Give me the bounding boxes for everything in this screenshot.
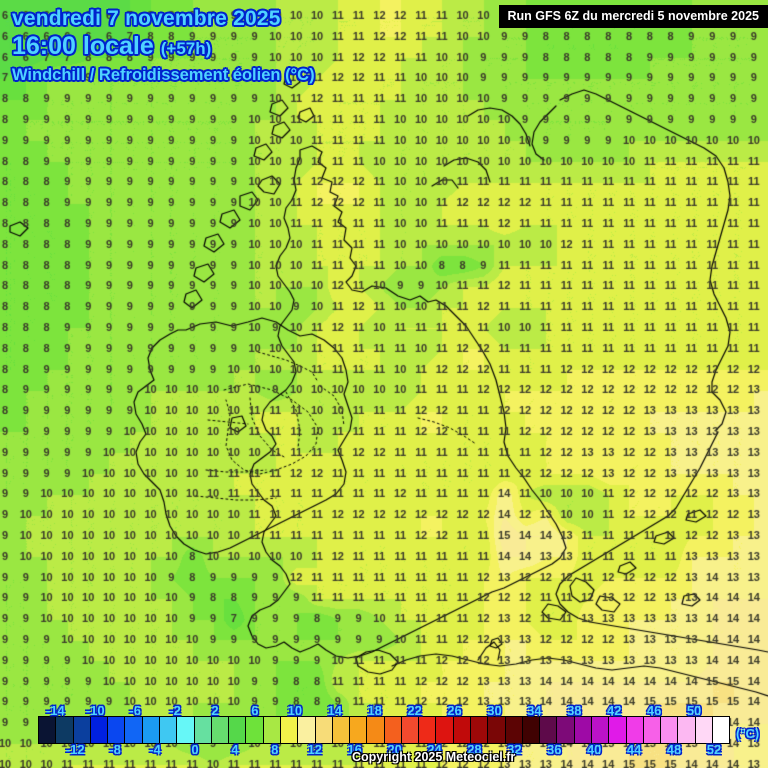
legend-swatch: [263, 717, 281, 743]
legend-swatch: [350, 717, 368, 743]
legend-swatch: [453, 717, 472, 743]
legend-swatch: [73, 717, 91, 743]
legend-swatch: [298, 717, 316, 743]
legend-swatch: [384, 717, 402, 743]
legend-swatch: [211, 717, 230, 743]
legend-swatch: [159, 717, 178, 743]
legend-swatch: [315, 717, 333, 743]
legend-swatch: [56, 717, 74, 743]
legend-swatch: [90, 717, 109, 743]
legend-unit-label: (°C): [736, 726, 760, 741]
legend-swatch: [142, 717, 160, 743]
legend-swatch: [229, 717, 247, 743]
legend-swatch: [540, 717, 558, 743]
legend-swatch: [436, 717, 454, 743]
legend-swatch: [280, 717, 299, 743]
copyright-label: Copyright 2025 Meteociel.fr: [352, 750, 516, 764]
legend-swatch: [678, 717, 696, 743]
legend-swatch: [574, 717, 592, 743]
color-scale-legend[interactable]: [38, 716, 730, 744]
legend-swatch: [609, 717, 627, 743]
legend-swatch: [712, 717, 730, 743]
legend-swatch: [643, 717, 662, 743]
legend-swatch: [626, 717, 644, 743]
legend-swatch: [471, 717, 489, 743]
legend-swatch: [488, 717, 506, 743]
legend-swatch: [125, 717, 143, 743]
legend-swatch: [332, 717, 351, 743]
legend-swatch: [177, 717, 195, 743]
legend-swatch: [419, 717, 437, 743]
legend-swatch: [367, 717, 385, 743]
model-run-banner: Run GFS 6Z du mercredi 5 novembre 2025: [498, 5, 768, 28]
legend-swatch: [661, 717, 679, 743]
legend-swatch: [39, 717, 57, 743]
legend-swatch: [695, 717, 713, 743]
legend-swatch: [592, 717, 610, 743]
legend-swatch: [246, 717, 264, 743]
legend-swatch: [557, 717, 575, 743]
legend-swatch: [108, 717, 126, 743]
legend-swatch: [505, 717, 523, 743]
legend-swatch: [522, 717, 541, 743]
legend-swatch: [401, 717, 420, 743]
legend-swatch: [194, 717, 212, 743]
